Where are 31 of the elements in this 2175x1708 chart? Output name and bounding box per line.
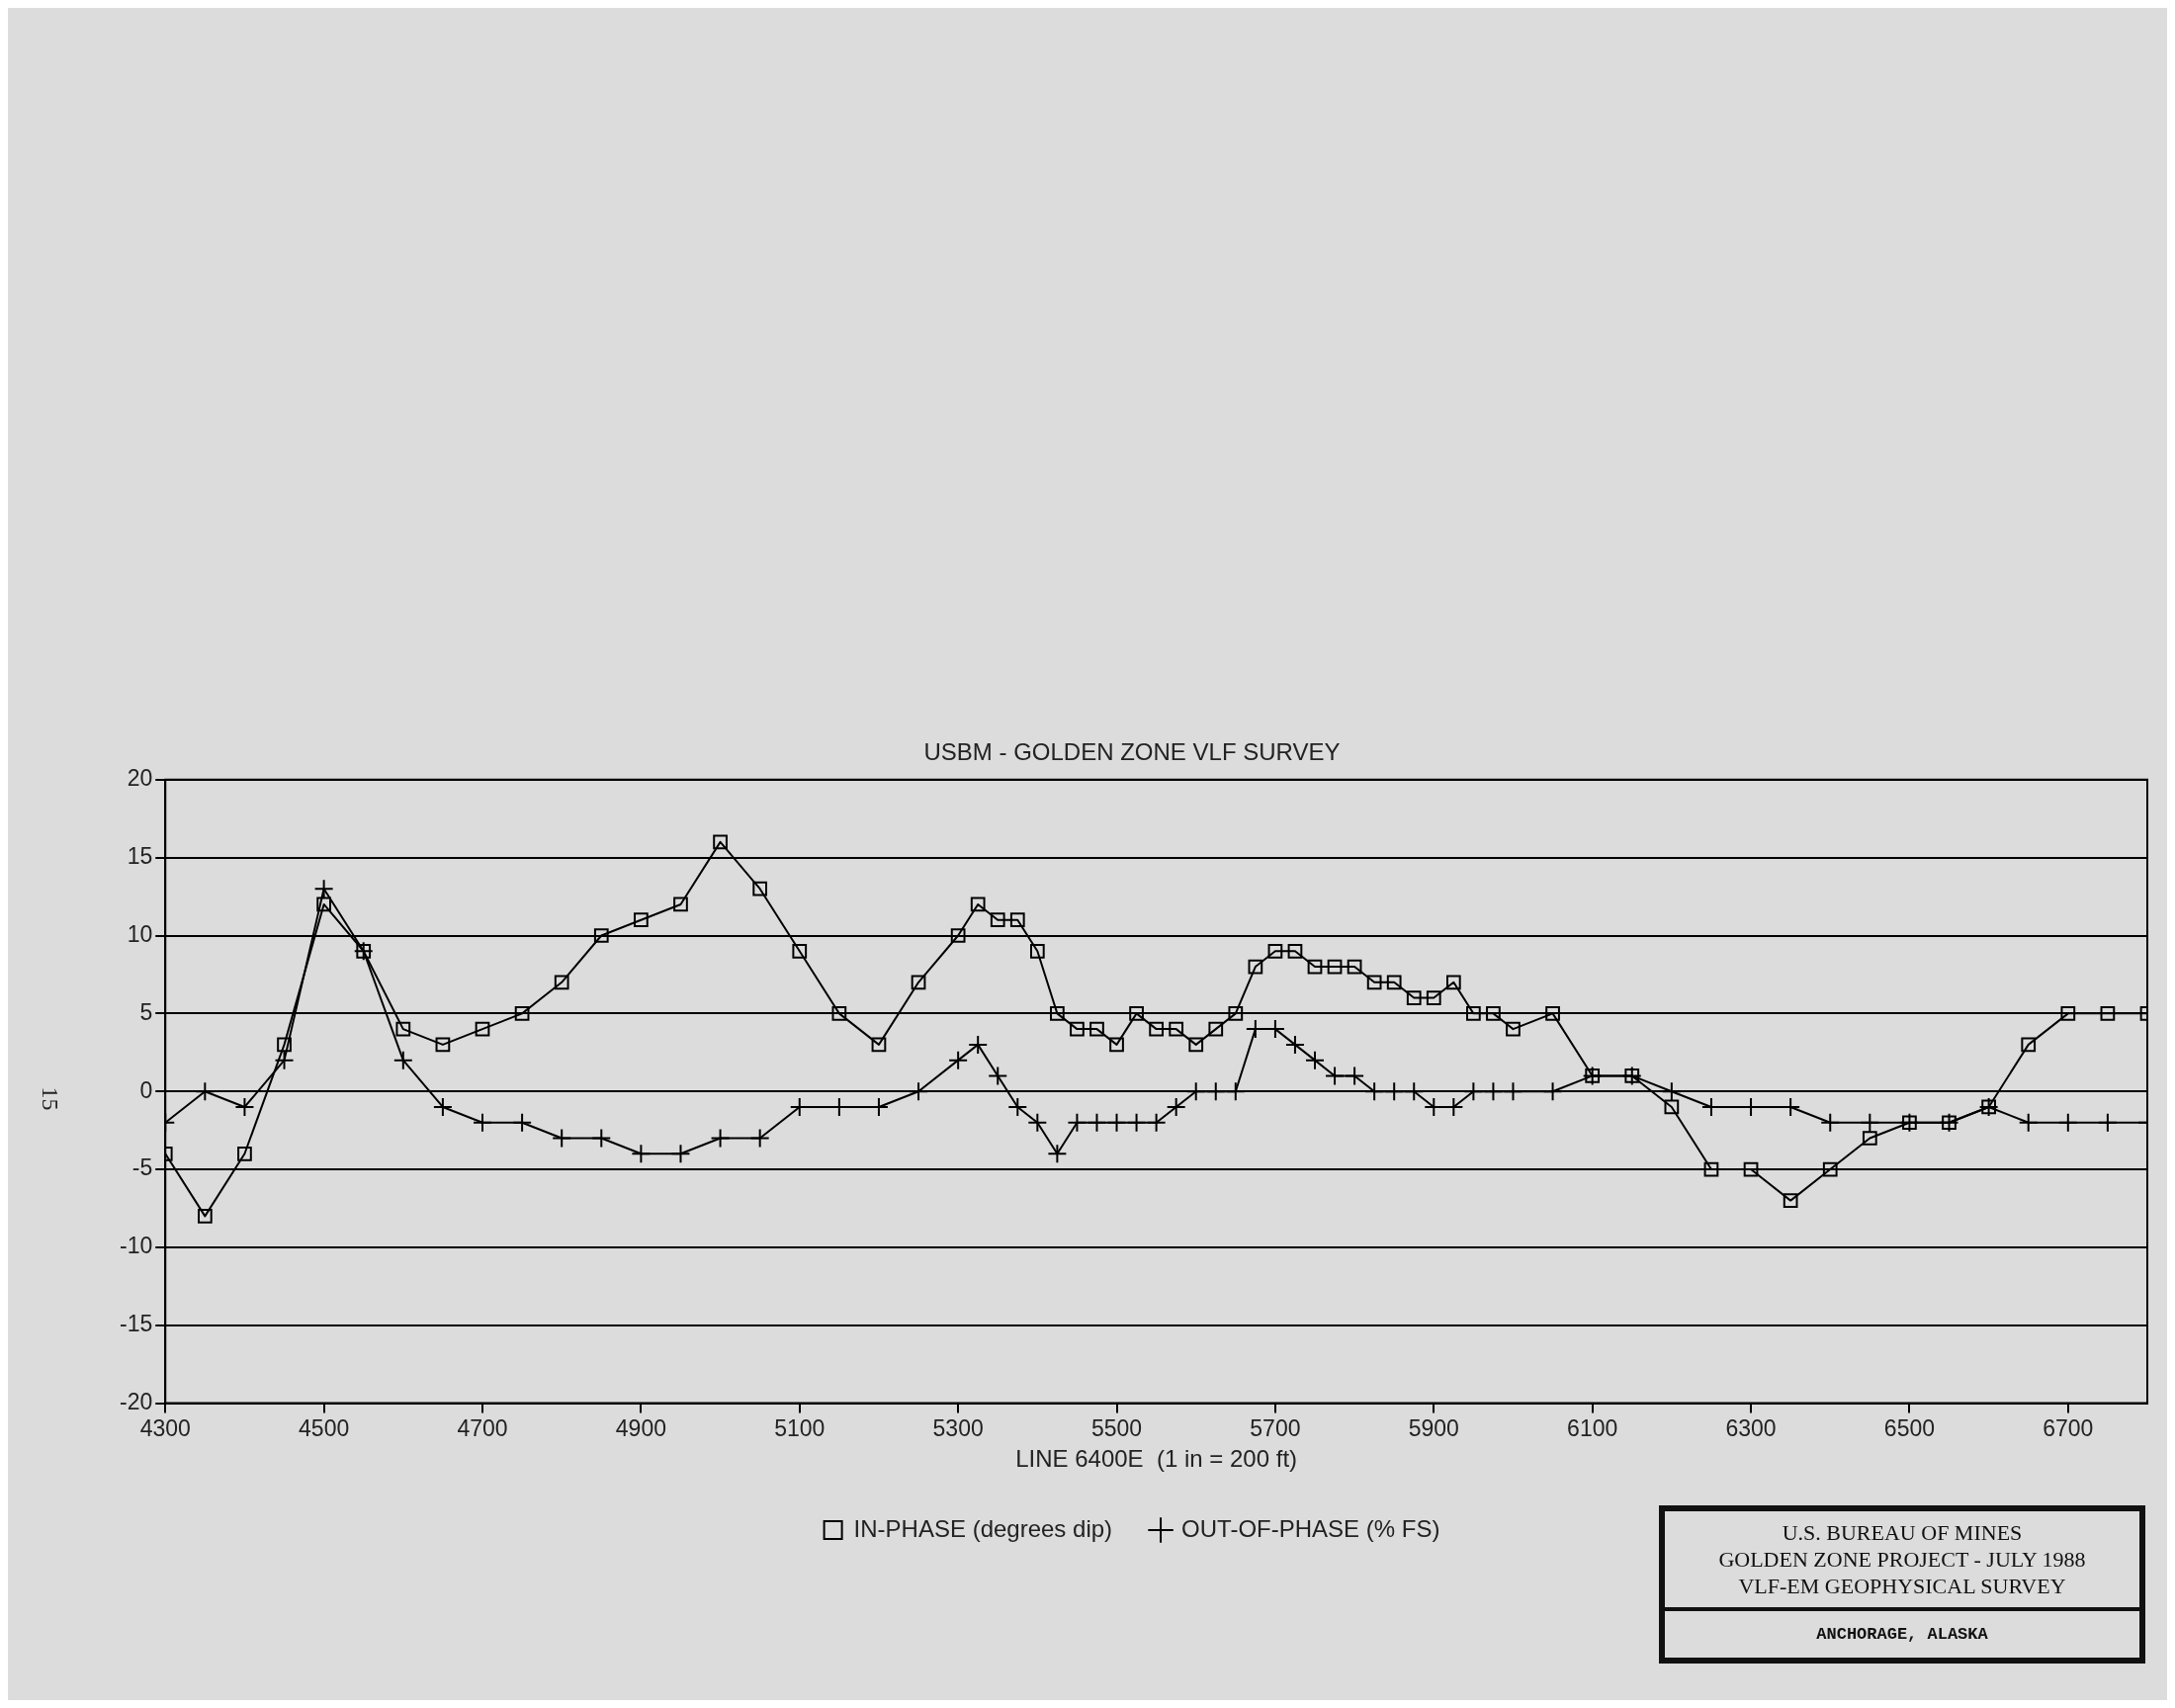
text: GOLDEN ZONE PROJECT - JULY 1988 xyxy=(1717,1546,2087,1573)
y-tick-label: -15 xyxy=(119,1311,153,1337)
y-tick-label: 10 xyxy=(127,920,153,947)
legend-label: OUT-OF-PHASE (% FS) xyxy=(1181,1514,1440,1542)
y-tick-label: -10 xyxy=(119,1233,153,1259)
x-tick-label: 6100 xyxy=(1567,1414,1618,1441)
y-tick-label: -5 xyxy=(131,1154,153,1181)
x-tick-label: 6500 xyxy=(1883,1414,1936,1441)
x-tick-label: 5900 xyxy=(1408,1414,1459,1441)
text: 15 xyxy=(36,1086,63,1111)
x-tick-label: 4700 xyxy=(457,1414,508,1441)
text: VLF-EM GEOPHYSICAL SURVEY xyxy=(1737,1573,2067,1599)
x-tick-label: 4900 xyxy=(615,1414,666,1441)
x-tick-label: 5700 xyxy=(1250,1414,1301,1441)
x-tick-label: 6700 xyxy=(2043,1414,2094,1441)
chart-title: USBM - GOLDEN ZONE VLF SURVEY xyxy=(923,738,1341,766)
x-tick-label: 5300 xyxy=(932,1414,984,1441)
x-tick-label: 5500 xyxy=(1090,1414,1143,1441)
text: U.S. BUREAU OF MINES xyxy=(1781,1519,2024,1546)
x-tick-label: 6300 xyxy=(1725,1414,1777,1441)
y-tick-label: 0 xyxy=(139,1076,153,1103)
text: ANCHORAGE, ALASKA xyxy=(1815,1624,1989,1646)
x-tick-label: 5100 xyxy=(774,1414,826,1441)
x-tick-label: 4500 xyxy=(299,1414,350,1441)
y-tick-label: 15 xyxy=(127,842,153,869)
x-tick-label: 4300 xyxy=(139,1414,191,1441)
legend-label: IN-PHASE (degrees dip) xyxy=(853,1514,1113,1542)
y-tick-label: 5 xyxy=(139,998,153,1025)
y-tick-label: 20 xyxy=(127,765,153,792)
y-tick-label: -20 xyxy=(119,1388,153,1414)
x-axis-title: LINE 6400E (1 in = 200 ft) xyxy=(1015,1445,1298,1473)
